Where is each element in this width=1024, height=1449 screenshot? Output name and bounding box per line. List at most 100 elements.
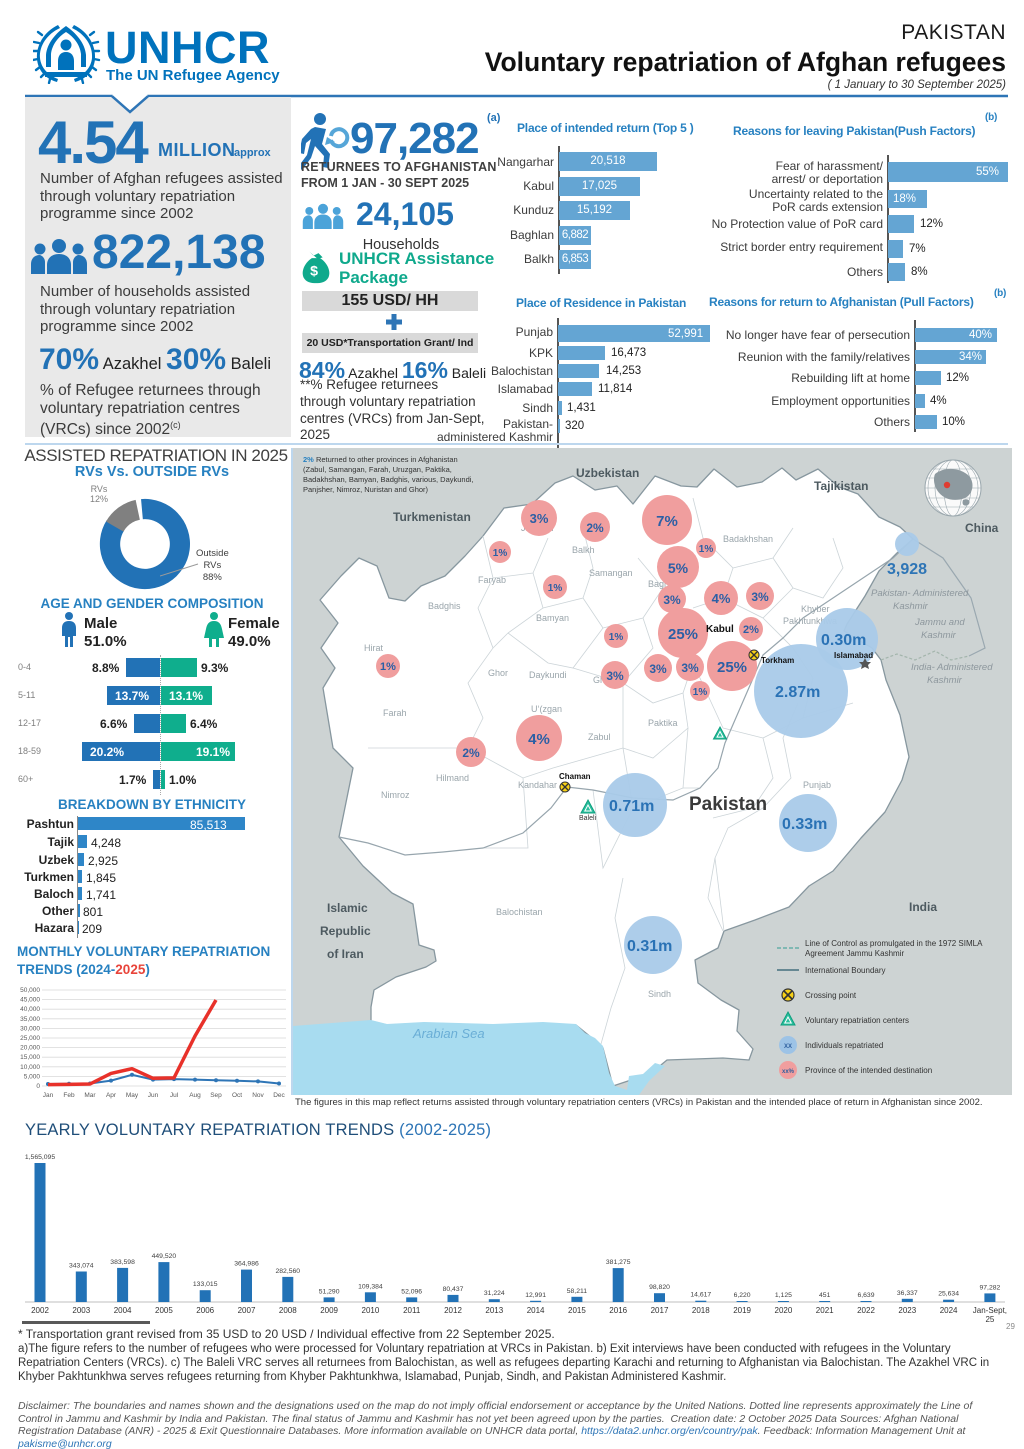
svg-text:India: India — [909, 900, 937, 914]
svg-text:3%: 3% — [663, 593, 681, 607]
svg-text:1,125: 1,125 — [775, 1292, 792, 1299]
svg-text:Jammu and: Jammu and — [914, 617, 965, 628]
svg-text:36,337: 36,337 — [897, 1290, 918, 1297]
svg-text:0: 0 — [36, 1083, 40, 1090]
svg-text:20,000: 20,000 — [20, 1045, 40, 1052]
svg-text:4%: 4% — [528, 731, 550, 748]
svg-text:2018: 2018 — [692, 1306, 710, 1315]
svg-text:343,074: 343,074 — [69, 1263, 94, 1270]
svg-text:Kabul: Kabul — [706, 624, 734, 635]
svg-text:3%: 3% — [681, 661, 699, 675]
svg-text:Dec: Dec — [273, 1092, 285, 1099]
svg-text:Oct: Oct — [232, 1092, 242, 1099]
svg-text:Khyber: Khyber — [801, 604, 830, 614]
svg-text:Agreement Jammu Kashmir: Agreement Jammu Kashmir — [805, 949, 904, 958]
svg-text:2% Returned to other provinces: 2% Returned to other provinces in Afghan… — [303, 455, 458, 464]
svg-text:2015: 2015 — [568, 1306, 586, 1315]
svg-text:35,000: 35,000 — [20, 1016, 40, 1023]
svg-text:3%: 3% — [751, 590, 769, 604]
svg-text:45,000: 45,000 — [20, 997, 40, 1004]
svg-text:2.87m: 2.87m — [775, 684, 820, 701]
svg-text:4%: 4% — [712, 591, 731, 606]
svg-text:2016: 2016 — [609, 1306, 627, 1315]
svg-text:51,290: 51,290 — [319, 1288, 340, 1295]
svg-text:1%: 1% — [609, 632, 624, 643]
svg-text:The UN Refugee Agency: The UN Refugee Agency — [106, 67, 280, 84]
svg-text:2014: 2014 — [527, 1306, 545, 1315]
svg-text:UNHCR: UNHCR — [105, 22, 270, 73]
svg-text:Kashmir: Kashmir — [927, 675, 963, 686]
svg-text:2023: 2023 — [898, 1306, 916, 1315]
svg-text:Jan: Jan — [43, 1092, 54, 1099]
svg-text:1%: 1% — [699, 544, 714, 555]
svg-text:2019: 2019 — [733, 1306, 751, 1315]
svg-text:2009: 2009 — [320, 1306, 338, 1315]
svg-text:Jul: Jul — [170, 1092, 179, 1099]
svg-text:Hirat: Hirat — [364, 643, 384, 653]
svg-text:Baghlan: Baghlan — [648, 579, 681, 589]
svg-text:6,639: 6,639 — [857, 1292, 874, 1299]
svg-text:Arabian Sea: Arabian Sea — [412, 1026, 485, 1041]
svg-text:2007: 2007 — [238, 1306, 256, 1315]
svg-text:Panjsher, Nimroz, Nuristan and: Panjsher, Nimroz, Nuristan and Ghor) — [303, 485, 429, 494]
svg-text:58,211: 58,211 — [567, 1288, 588, 1295]
svg-text:3,928: 3,928 — [887, 561, 927, 578]
svg-text:109,384: 109,384 — [358, 1283, 383, 1290]
svg-text:Kandahar: Kandahar — [518, 780, 557, 790]
svg-text:Province of the intended desti: Province of the intended destination — [805, 1066, 932, 1075]
svg-text:Paktika: Paktika — [648, 718, 678, 728]
svg-text:India- Administered: India- Administered — [911, 662, 993, 673]
svg-text:Uzbekistan: Uzbekistan — [576, 466, 639, 480]
svg-text:Baleli: Baleli — [579, 815, 597, 822]
svg-text:International Boundary: International Boundary — [805, 966, 886, 975]
svg-text:Bamyan: Bamyan — [536, 613, 569, 623]
svg-text:25,000: 25,000 — [20, 1035, 40, 1042]
svg-text:10,000: 10,000 — [20, 1064, 40, 1071]
svg-text:2004: 2004 — [114, 1306, 132, 1315]
svg-text:Sep: Sep — [210, 1092, 222, 1099]
svg-text:449,520: 449,520 — [152, 1253, 177, 1260]
svg-text:Aug: Aug — [189, 1092, 201, 1099]
svg-text:1%: 1% — [493, 548, 508, 559]
svg-text:2%: 2% — [743, 624, 759, 636]
svg-text:0.31m: 0.31m — [627, 938, 672, 955]
svg-text:Nov: Nov — [252, 1092, 264, 1099]
svg-text:Apr: Apr — [106, 1092, 117, 1099]
svg-text:40,000: 40,000 — [20, 1006, 40, 1013]
svg-text:of Iran: of Iran — [327, 947, 364, 961]
svg-text:Individuals repatriated: Individuals repatriated — [805, 1041, 883, 1050]
svg-text:xx%: xx% — [782, 1069, 795, 1075]
svg-text:U‘(zgan: U‘(zgan — [531, 704, 562, 714]
svg-text:2003: 2003 — [72, 1306, 90, 1315]
svg-text:5,000: 5,000 — [24, 1073, 41, 1080]
svg-text:2011: 2011 — [403, 1306, 421, 1315]
svg-text:3%: 3% — [606, 669, 624, 683]
svg-text:Voluntary repatriation centers: Voluntary repatriation centers — [805, 1016, 909, 1025]
svg-text:133,015: 133,015 — [193, 1281, 218, 1288]
svg-text:Ghor: Ghor — [488, 668, 508, 678]
svg-text:1%: 1% — [380, 661, 396, 673]
svg-text:2006: 2006 — [196, 1306, 214, 1315]
svg-text:0.33m: 0.33m — [782, 816, 827, 833]
svg-text:0.30m: 0.30m — [821, 632, 866, 649]
svg-text:Islamic: Islamic — [327, 901, 368, 915]
svg-text:25%: 25% — [717, 659, 747, 676]
svg-text:282,560: 282,560 — [276, 1268, 301, 1275]
svg-text:1,565,095: 1,565,095 — [25, 1154, 55, 1161]
svg-text:Balkh: Balkh — [572, 545, 595, 555]
svg-text:364,986: 364,986 — [234, 1261, 259, 1268]
svg-text:Punjab: Punjab — [803, 780, 831, 790]
svg-text:Jan-Sept,: Jan-Sept, — [973, 1306, 1007, 1315]
svg-text:Sindh: Sindh — [648, 989, 671, 999]
svg-text:30,000: 30,000 — [20, 1025, 40, 1032]
svg-text:2010: 2010 — [362, 1306, 380, 1315]
svg-text:2012: 2012 — [444, 1306, 462, 1315]
svg-text:Mar: Mar — [84, 1092, 96, 1099]
svg-text:2017: 2017 — [651, 1306, 669, 1315]
svg-text:2013: 2013 — [485, 1306, 503, 1315]
svg-text:50,000: 50,000 — [20, 987, 40, 994]
svg-text:Pakistan- Administered: Pakistan- Administered — [871, 588, 969, 599]
svg-text:Farah: Farah — [383, 708, 407, 718]
svg-text:Kashmir: Kashmir — [921, 630, 957, 641]
svg-text:2%: 2% — [462, 746, 480, 760]
